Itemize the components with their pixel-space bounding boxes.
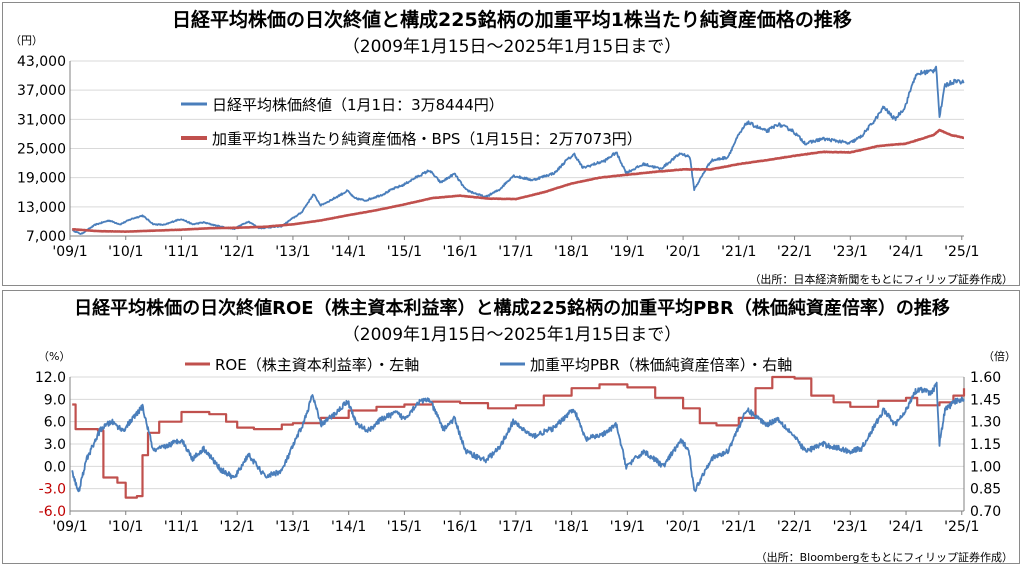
x-tick-label: '24/1 (888, 519, 923, 535)
chart2-title: 日経平均株価の日次終値ROE（株主資本利益率）と構成225銘柄の加重平均PBR（… (74, 297, 950, 319)
x-tick-label: '17/1 (498, 244, 533, 260)
x-tick-label: '21/1 (721, 519, 756, 535)
x-tick-label: '09/1 (52, 244, 87, 260)
chart1-legend-bps-label: 加重平均1株当たり純資産価格・BPS（1月15日：2万7073円） (212, 130, 642, 148)
y-tick-label: 9.0 (44, 392, 66, 408)
x-tick-label: '18/1 (554, 519, 589, 535)
y-tick-label: 25,000 (17, 142, 66, 158)
chart1-title: 日経平均株価の日次終値と構成225銘柄の加重平均1株当たり純資産価格の推移 (172, 8, 852, 31)
x-tick-label: '14/1 (331, 519, 366, 535)
x-tick-label: '16/1 (443, 519, 478, 535)
x-tick-label: '16/1 (443, 244, 478, 260)
chart2-legend-roe-label: ROE（株主資本利益率）・左軸 (215, 356, 419, 374)
chart1-y-label: （円） (10, 34, 43, 47)
x-tick-label: '22/1 (777, 244, 812, 260)
x-tick-label: '25/1 (944, 519, 979, 535)
y-tick-label: 3.0 (44, 437, 66, 453)
y2-tick-label: 0.85 (970, 482, 1001, 498)
chart2-subtitle: （2009年1月15日～2025年1月15日まで） (343, 325, 681, 345)
y-tick-label: -6.0 (39, 504, 66, 520)
x-tick-label: '21/1 (721, 244, 756, 260)
x-tick-label: '13/1 (275, 244, 310, 260)
x-tick-label: '11/1 (164, 519, 199, 535)
x-tick-label: '10/1 (108, 244, 143, 260)
x-tick-label: '24/1 (888, 244, 923, 260)
y2-tick-label: 1.45 (970, 392, 1001, 408)
chart2-source: （出所：Bloombergをもとにフィリップ証券作成） (756, 550, 1013, 564)
y-tick-label: 13,000 (17, 200, 66, 216)
x-tick-label: '10/1 (108, 519, 143, 535)
y-tick-label: -3.0 (39, 482, 66, 498)
y2-tick-label: 0.70 (970, 504, 1001, 520)
y2-tick-label: 1.30 (970, 415, 1001, 431)
y-tick-label: 31,000 (17, 112, 66, 128)
chart1-legend-nikkei-label: 日経平均株価終値（1月1日：3万8444円） (212, 96, 504, 114)
series-line-2 (71, 381, 965, 493)
x-tick-label: '19/1 (610, 244, 645, 260)
y-tick-label: 6.0 (44, 415, 66, 431)
series-line-1 (71, 65, 965, 235)
x-tick-label: '15/1 (387, 519, 422, 535)
y-tick-label: 43,000 (17, 54, 66, 70)
y-tick-label: 7,000 (26, 229, 66, 245)
x-tick-label: '17/1 (498, 519, 533, 535)
series-line-1 (72, 375, 966, 499)
x-tick-label: '25/1 (944, 244, 979, 260)
x-tick-label: '12/1 (220, 519, 255, 535)
chart1-subtitle: （2009年1月15日～2025年1月15日まで） (343, 37, 681, 57)
chart2-legend-pbr-label: 加重平均PBR（株価純資産倍率）・右軸 (530, 356, 792, 374)
x-tick-label: '15/1 (387, 244, 422, 260)
chart2-y-label-right: （倍） (983, 349, 1016, 363)
y2-tick-label: 1.60 (970, 370, 1001, 386)
y-tick-label: 12.0 (35, 370, 66, 386)
y-tick-label: 37,000 (17, 83, 66, 99)
chart2-y-label-left: （%） (38, 350, 70, 363)
x-tick-label: '09/1 (52, 519, 87, 535)
x-tick-label: '23/1 (833, 244, 868, 260)
y-tick-label: 0.0 (44, 459, 66, 475)
y-tick-label: 19,000 (17, 171, 66, 187)
x-tick-label: '22/1 (777, 519, 812, 535)
x-tick-label: '19/1 (610, 519, 645, 535)
x-tick-label: '12/1 (220, 244, 255, 260)
x-tick-label: '23/1 (833, 519, 868, 535)
x-tick-label: '14/1 (331, 244, 366, 260)
chart1-source: （出所：日本経済新聞をもとにフィリップ証券作成） (749, 272, 1013, 286)
x-tick-label: '11/1 (164, 244, 199, 260)
chart1-plot: 7,000 13,000 19,000 25,000 31,000 37,000 43,00… (17, 54, 979, 260)
y2-tick-label: 1.15 (970, 437, 1001, 453)
x-tick-label: '20/1 (665, 244, 700, 260)
series-line-2 (71, 128, 965, 233)
x-tick-label: '13/1 (275, 519, 310, 535)
y2-tick-label: 1.00 (970, 459, 1001, 475)
x-tick-label: '20/1 (665, 519, 700, 535)
x-tick-label: '18/1 (554, 244, 589, 260)
chart2-plot: 12.0 9.0 6.0 3.0 0.0 -3.0 -6.0 1.60 1.45 1.30 1.15… (35, 370, 1001, 535)
